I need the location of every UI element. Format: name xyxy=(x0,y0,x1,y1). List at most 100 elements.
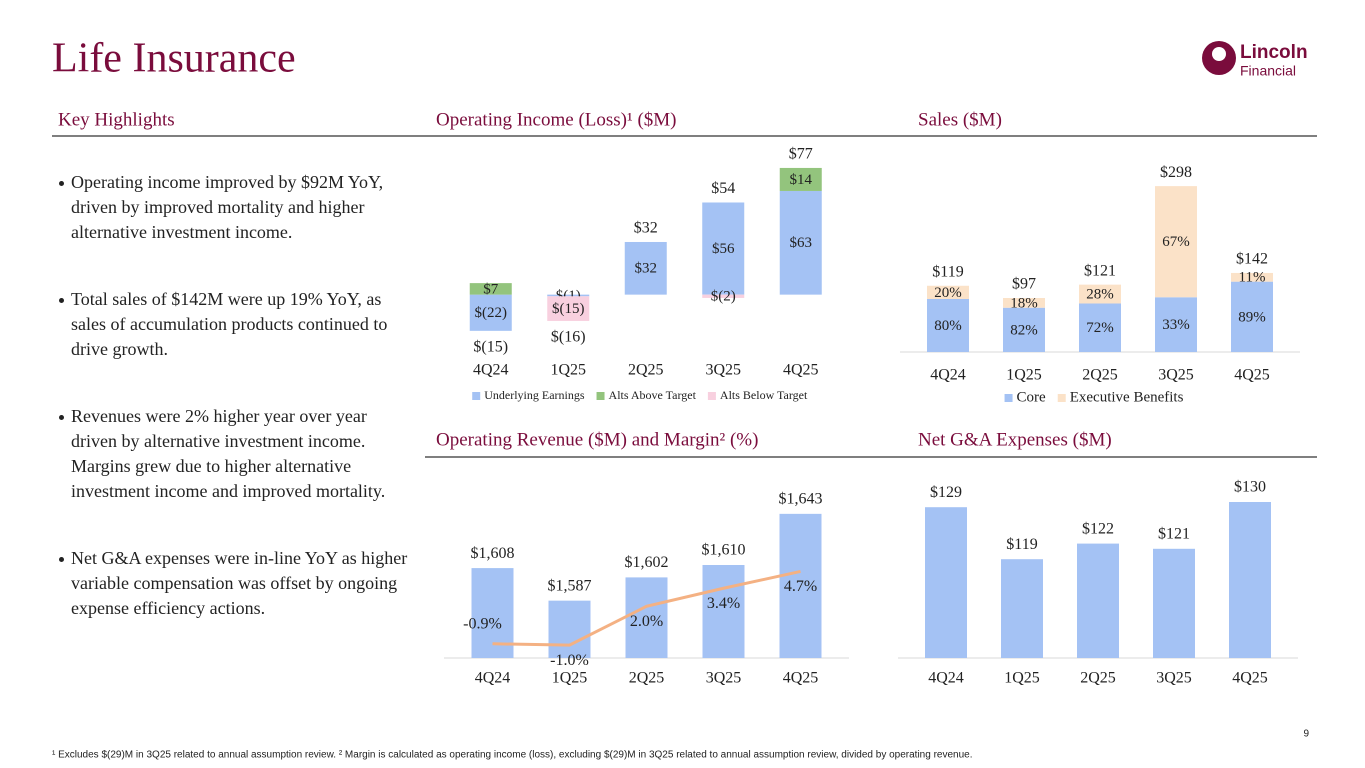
bar xyxy=(1229,502,1271,658)
bar-segment xyxy=(779,190,822,295)
legend-label: Executive Benefits xyxy=(1070,389,1184,405)
x-tick-label: 1Q25 xyxy=(1006,367,1042,384)
highlight-text: Net G&A expenses were in-line YoY as hig… xyxy=(71,548,408,618)
legend-label: Alts Below Target xyxy=(720,388,808,402)
total-label: $142 xyxy=(1236,251,1268,268)
highlight-text: Total sales of $142M were up 19% YoY, as… xyxy=(71,289,388,359)
x-tick-label: 2Q25 xyxy=(629,670,665,687)
x-tick-label: 2Q25 xyxy=(1082,367,1118,384)
value-label: $121 xyxy=(1158,525,1190,542)
bar xyxy=(625,577,668,658)
total-label: $(16) xyxy=(551,329,586,346)
value-label: 72% xyxy=(1086,320,1114,336)
bar-segment xyxy=(1003,298,1045,308)
x-tick-label: 4Q25 xyxy=(783,670,819,687)
page-number: 9 xyxy=(1303,729,1309,740)
x-tick-label: 4Q25 xyxy=(1232,670,1268,687)
bullet xyxy=(59,298,64,303)
value-label: 33% xyxy=(1162,317,1190,333)
line-label: -0.9% xyxy=(463,615,502,632)
value-label: 67% xyxy=(1162,234,1190,250)
logo-subtitle: Financial xyxy=(1240,63,1296,79)
value-label: 11% xyxy=(1239,270,1266,286)
value-label: $122 xyxy=(1082,520,1114,537)
x-tick-label: 3Q25 xyxy=(705,362,741,379)
bar-segment xyxy=(1079,303,1121,352)
x-tick-label: 3Q25 xyxy=(706,670,742,687)
bar xyxy=(702,565,745,658)
bar-segment xyxy=(702,202,745,295)
x-tick-label: 3Q25 xyxy=(1158,367,1194,384)
bar-segment xyxy=(1079,284,1121,304)
value-label: $129 xyxy=(930,484,962,501)
x-tick-label: 2Q25 xyxy=(1080,670,1116,687)
x-tick-label: 1Q25 xyxy=(1004,670,1040,687)
bar-segment xyxy=(1155,297,1197,352)
value-label: 80% xyxy=(934,318,962,334)
bar-segment xyxy=(469,283,512,295)
section-title: Operating Income (Loss)¹ ($M) xyxy=(436,109,677,130)
value-label: 20% xyxy=(934,285,962,301)
legend-label: Core xyxy=(1017,389,1047,405)
legend-swatch xyxy=(596,392,605,400)
bar-segment xyxy=(1231,281,1273,352)
total-label: $77 xyxy=(789,146,813,163)
highlight-text: Revenues were 2% higher year over year d… xyxy=(71,406,386,501)
bullet xyxy=(59,415,64,420)
line-label: 4.7% xyxy=(784,578,817,595)
x-tick-label: 3Q25 xyxy=(1156,670,1192,687)
highlights: Operating income improved by $92M YoY, d… xyxy=(58,170,413,663)
x-tick-label: 4Q24 xyxy=(475,670,511,687)
legend-label: Underlying Earnings xyxy=(484,388,585,402)
legend-label: Alts Above Target xyxy=(609,388,697,402)
value-label: $63 xyxy=(790,235,813,251)
bar xyxy=(1001,559,1043,658)
value-label: $1,587 xyxy=(548,577,592,594)
bullet xyxy=(59,557,64,562)
x-tick-label: 4Q25 xyxy=(1234,367,1270,384)
x-tick-label: 4Q24 xyxy=(473,362,509,379)
bar-segment xyxy=(779,167,822,191)
line-label: 3.4% xyxy=(707,595,740,612)
value-label: $32 xyxy=(635,261,658,277)
value-label: $1,643 xyxy=(779,491,823,508)
section-title: Net G&A Expenses ($M) xyxy=(918,429,1112,450)
value-label: $56 xyxy=(712,241,735,257)
x-tick-label: 4Q24 xyxy=(928,670,964,687)
x-tick-label: 4Q25 xyxy=(783,362,819,379)
line-label: -1.0% xyxy=(550,652,589,669)
value-label: $14 xyxy=(790,172,813,188)
slide-title: Life Insurance xyxy=(52,36,296,82)
bar-segment xyxy=(1003,307,1045,352)
value-label: 89% xyxy=(1238,309,1266,325)
bar-segment xyxy=(547,294,590,297)
bar-segment xyxy=(927,285,969,300)
bar-segment xyxy=(1155,186,1197,298)
highlight-item: Revenues were 2% higher year over year d… xyxy=(58,404,413,504)
x-tick-label: 1Q25 xyxy=(552,670,588,687)
value-label: 28% xyxy=(1086,287,1114,303)
total-label: $119 xyxy=(932,263,963,280)
value-label: $119 xyxy=(1006,536,1037,553)
legend-swatch xyxy=(1004,394,1013,402)
legend-swatch xyxy=(1057,394,1066,402)
total-label: $54 xyxy=(711,180,735,197)
bar-segment xyxy=(547,296,590,321)
total-label: $121 xyxy=(1084,262,1116,279)
bar-segment xyxy=(624,241,667,295)
bar-segment xyxy=(927,299,969,352)
highlight-text: Operating income improved by $92M YoY, d… xyxy=(71,172,384,242)
value-label: 82% xyxy=(1010,322,1038,338)
section-title: Sales ($M) xyxy=(918,109,1002,130)
bar-segment xyxy=(1231,272,1273,282)
legend-swatch xyxy=(707,392,716,400)
value-label: $(2) xyxy=(711,289,736,305)
bar xyxy=(548,600,591,658)
bar xyxy=(1077,543,1119,658)
footnote: ¹ Excludes $(29)M in 3Q25 related to ann… xyxy=(52,750,973,761)
x-tick-label: 1Q25 xyxy=(550,362,586,379)
bar xyxy=(1153,548,1195,658)
logo-name: Lincoln xyxy=(1240,42,1308,63)
total-label: $298 xyxy=(1160,164,1192,181)
